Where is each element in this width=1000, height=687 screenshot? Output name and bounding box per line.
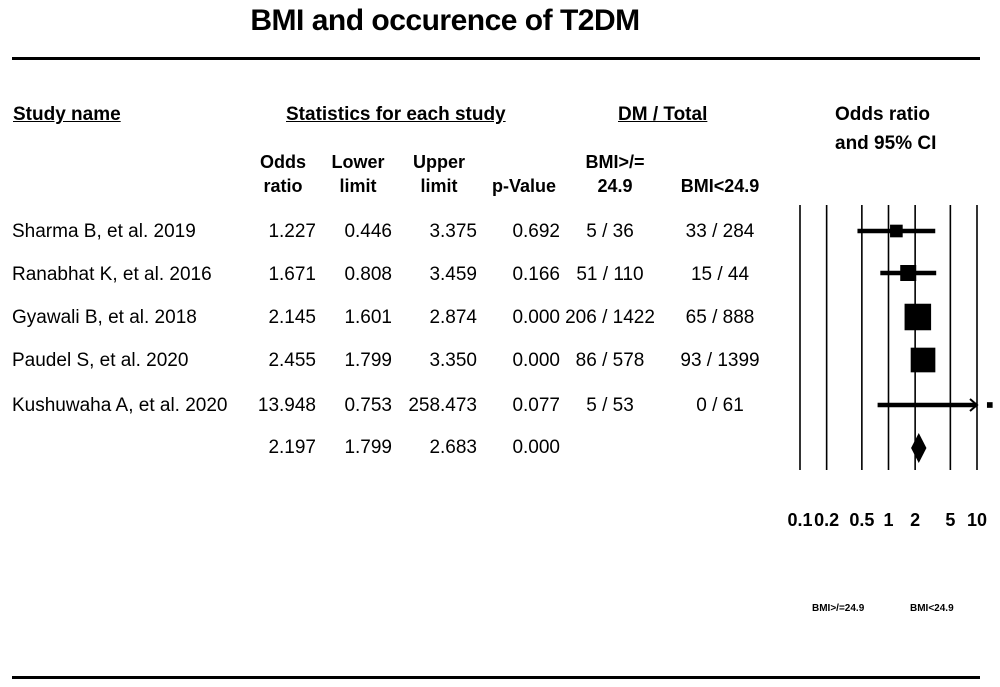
header-study-name: Study name (13, 104, 121, 125)
study-box (910, 347, 936, 373)
p-value: 0.000 (512, 350, 560, 371)
tick-label: 10 (966, 510, 988, 530)
summary-diamond (911, 433, 927, 463)
subheader-bmi-low: BMI<24.9 (680, 176, 760, 196)
page-title: BMI and occurence of T2DM (250, 4, 640, 37)
study-name: Gyawali B, et al. 2018 (12, 307, 197, 328)
pooled-or: 2.197 (268, 437, 316, 458)
odds-ratio: 1.671 (268, 264, 316, 285)
tick-label: 5 (945, 510, 956, 530)
study-box (904, 303, 932, 331)
pooled-lower: 1.799 (344, 437, 392, 458)
header-odds-ratio: Odds ratio (835, 104, 931, 125)
pooled-upper: 2.683 (429, 437, 477, 458)
header-95-ci: and 95% CI (835, 133, 937, 154)
odds-ratio: 1.227 (268, 221, 316, 242)
dm-total-bmi-low: 33 / 284 (685, 221, 755, 242)
bottom-divider (12, 676, 980, 679)
subheader-odds-ratio: Odds ratio (259, 152, 306, 196)
lower-limit: 1.799 (344, 350, 392, 371)
upper-limit: 258.473 (408, 395, 477, 416)
lower-limit: 0.753 (344, 395, 392, 416)
odds-ratio: 2.145 (268, 307, 316, 328)
dm-total-bmi-high: 206 / 1422 (565, 307, 655, 328)
top-divider (12, 57, 980, 60)
subheader-lower-limit: Lower limit (331, 152, 385, 196)
lower-limit: 1.601 (344, 307, 392, 328)
favours-left-label: BMI>/=24.9 (812, 603, 865, 614)
subheader-p-value: p-Value (491, 176, 557, 196)
study-name: Paudel S, et al. 2020 (12, 350, 189, 371)
header-statistics: Statistics for each study (286, 104, 506, 125)
upper-limit: 2.874 (429, 307, 477, 328)
dm-total-bmi-low: 65 / 888 (685, 307, 755, 328)
dm-total-bmi-high: 5 / 36 (586, 221, 634, 242)
study-box (986, 402, 993, 408)
dm-total-bmi-low: 93 / 1399 (680, 350, 760, 371)
tick-label: 0.1 (787, 510, 813, 530)
dm-total-bmi-low: 15 / 44 (690, 264, 750, 285)
tick-label: 0.2 (814, 510, 840, 530)
p-value: 0.077 (512, 395, 560, 416)
tick-label: 2 (910, 510, 921, 530)
ci-arrow (969, 398, 979, 412)
lower-limit: 0.446 (344, 221, 392, 242)
upper-limit: 3.350 (429, 350, 477, 371)
favours-right-label: BMI<24.9 (910, 603, 954, 614)
p-value: 0.000 (512, 307, 560, 328)
odds-ratio: 13.948 (257, 395, 316, 416)
header-dm-total: DM / Total (618, 104, 708, 125)
dm-total-bmi-high: 86 / 578 (575, 350, 645, 371)
lower-limit: 0.808 (344, 264, 392, 285)
odds-ratio: 2.455 (268, 350, 316, 371)
pooled-p-value: 0.000 (512, 437, 560, 458)
dm-total-bmi-high: 51 / 110 (576, 264, 644, 285)
dm-total-bmi-low: 0 / 61 (696, 395, 744, 416)
upper-limit: 3.459 (429, 264, 477, 285)
p-value: 0.692 (512, 221, 560, 242)
subheader-bmi-high: BMI>/= 24.9 (585, 152, 645, 196)
study-name: Kushuwaha A, et al. 2020 (12, 395, 228, 416)
p-value: 0.166 (512, 264, 560, 285)
study-box (900, 265, 917, 281)
study-box (890, 224, 903, 238)
tick-label: 1 (883, 510, 894, 530)
subheader-upper-limit: Upper limit (412, 152, 465, 196)
study-name: Sharma B, et al. 2019 (12, 221, 196, 242)
tick-label: 0.5 (849, 510, 875, 530)
upper-limit: 3.375 (429, 221, 477, 242)
dm-total-bmi-high: 5 / 53 (586, 395, 634, 416)
study-name: Ranabhat K, et al. 2016 (12, 264, 212, 285)
